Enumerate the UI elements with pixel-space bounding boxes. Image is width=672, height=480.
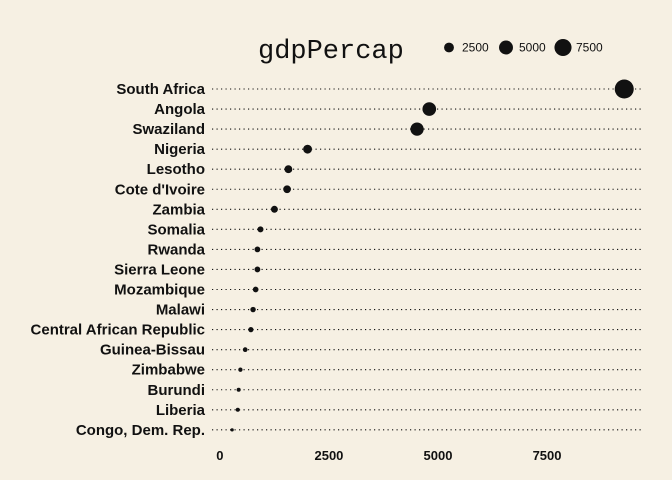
- point-rwanda: [254, 246, 261, 253]
- y-label-somalia: Somalia: [147, 221, 205, 238]
- legend: gdpPercap 2500 5000 7500: [258, 37, 603, 67]
- legend-key-2500: [444, 42, 454, 53]
- y-label-nigeria: Nigeria: [154, 141, 206, 158]
- legend-title: gdpPercap: [258, 37, 404, 67]
- point-malawi: [250, 306, 256, 313]
- legend-label-7500: 7500: [576, 41, 603, 55]
- point-angola: [422, 102, 437, 116]
- point-lesotho: [284, 165, 293, 174]
- x-tick-label-2500: 2500: [314, 448, 343, 463]
- point-zimbabwe: [238, 367, 243, 372]
- y-label-south-africa: South Africa: [116, 81, 205, 98]
- legend-label-5000: 5000: [519, 41, 546, 55]
- point-guinea-bissau: [242, 347, 248, 353]
- point-south-africa: [614, 79, 634, 99]
- legend-label-2500: 2500: [462, 41, 489, 55]
- y-label-sierra-leone: Sierra Leone: [114, 261, 205, 278]
- y-label-lesotho: Lesotho: [147, 161, 205, 178]
- y-label-swaziland: Swaziland: [132, 121, 205, 138]
- y-label-guinea-bissau: Guinea-Bissau: [100, 342, 205, 359]
- y-label-burundi: Burundi: [148, 382, 206, 399]
- point-swaziland: [410, 122, 424, 136]
- point-burundi: [236, 387, 241, 392]
- x-tick-label-5000: 5000: [424, 448, 453, 463]
- point-somalia: [257, 226, 264, 233]
- y-label-rwanda: Rwanda: [147, 241, 205, 258]
- y-label-angola: Angola: [154, 101, 205, 118]
- point-sierra-leone: [254, 266, 261, 273]
- y-axis-labels: South Africa Angola Swaziland Nigeria Lesoth…: [31, 81, 206, 439]
- y-label-central-african-republic: Central African Republic: [31, 322, 205, 339]
- guide-lines: [212, 88, 643, 431]
- point-nigeria: [303, 144, 313, 154]
- y-label-zambia: Zambia: [152, 201, 205, 218]
- data-points: [230, 79, 634, 432]
- x-tick-label-7500: 7500: [533, 448, 562, 463]
- y-label-cote-d-ivoire: Cote d'Ivoire: [115, 181, 205, 198]
- point-congo-dem-rep: [230, 428, 234, 432]
- y-label-liberia: Liberia: [156, 402, 206, 419]
- point-zambia: [270, 205, 278, 213]
- legend-key-7500: [554, 38, 572, 57]
- point-liberia: [235, 407, 240, 412]
- legend-key-5000: [499, 40, 513, 55]
- y-label-zimbabwe: Zimbabwe: [132, 362, 205, 379]
- x-axis: 0 2500 5000 7500: [216, 448, 561, 463]
- x-tick-label-0: 0: [216, 448, 223, 463]
- point-mozambique: [252, 286, 259, 293]
- legend-entries: 2500 5000 7500: [444, 38, 603, 57]
- y-label-congo-dem-rep: Congo, Dem. Rep.: [76, 422, 205, 439]
- point-central-african-republic: [248, 326, 254, 333]
- y-label-mozambique: Mozambique: [114, 282, 205, 299]
- y-label-malawi: Malawi: [156, 302, 205, 319]
- point-cote-d-ivoire: [283, 185, 291, 194]
